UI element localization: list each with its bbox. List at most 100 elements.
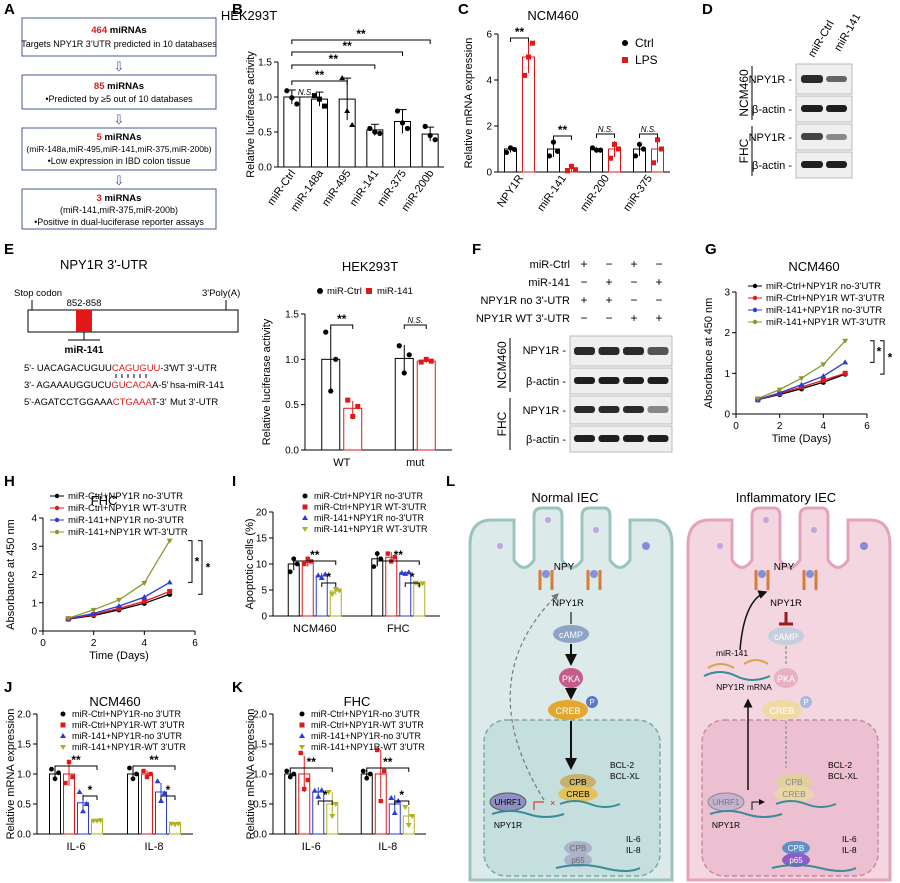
legend-marker	[302, 527, 308, 532]
blot-f-label-actin: β-actin -	[526, 376, 566, 388]
data-point	[392, 555, 397, 560]
creb-nuc-label-inflam: CREB	[782, 789, 806, 799]
significance-bracket	[291, 96, 320, 101]
x-tick-label: miR-200	[578, 173, 612, 214]
cpb-normal	[560, 774, 596, 790]
data-point	[158, 798, 164, 803]
f-sign: +	[630, 311, 637, 325]
data-point	[385, 551, 390, 556]
data-point	[427, 132, 433, 139]
x-tick-label: 4	[142, 638, 148, 649]
uhrf1-label-inflam: UHRF1	[713, 798, 740, 807]
bclxl-inflam: BCL-XL	[828, 771, 858, 781]
legend-label: miR-Ctrl+NPY1R-no 3'UTR	[311, 709, 420, 719]
significance-label: *	[410, 570, 415, 584]
npy1r-gene-inflam: NPY1R	[712, 820, 740, 830]
blot-f-band	[574, 377, 595, 384]
data-point	[323, 329, 329, 335]
data-point	[820, 377, 826, 383]
dna-inflam	[775, 800, 837, 808]
data-point	[322, 571, 329, 577]
flow-box-3-text-1: (miR-148a,miR-495,miR-141,miR-375,miR-20…	[26, 144, 211, 154]
significance-label: **	[515, 25, 525, 39]
data-point	[382, 768, 387, 774]
significance-bracket	[321, 582, 337, 587]
significance-bracket	[366, 767, 410, 772]
y-tick-label: 0	[261, 612, 267, 623]
blot-f-band	[647, 406, 669, 413]
blot-f-label-actin: β-actin -	[526, 434, 566, 446]
data-point	[550, 139, 557, 145]
x-tick-label: NPY1R	[495, 173, 526, 210]
significance-label: *	[877, 345, 882, 359]
western-blot-f: miR-Ctrl miR-141 NPY1R no 3'-UTR NPY1R W…	[476, 257, 673, 453]
data-point	[127, 765, 132, 771]
cpb-label-normal: CPB	[569, 777, 587, 787]
y-tick-label: 1.5	[253, 740, 267, 751]
blot-f-band	[598, 435, 620, 442]
legend-label: miR-Ctrl+NPY1R WT-3'UTR	[68, 503, 187, 514]
significance-bracket	[82, 795, 98, 800]
flow-box-4	[21, 188, 217, 230]
legend-marker	[366, 288, 372, 294]
data-point	[820, 373, 827, 379]
blot-f-band	[647, 435, 669, 442]
data-point	[154, 778, 161, 784]
flow-box-1	[21, 17, 217, 57]
x-tick-label: 2	[91, 638, 97, 649]
dna-inflam	[709, 810, 783, 818]
data-point	[399, 120, 406, 126]
legend-label: Ctrl	[635, 36, 654, 50]
data-point	[94, 818, 100, 824]
flow-arrow-1: ⇩	[114, 59, 125, 74]
data-point	[375, 747, 380, 753]
data-point	[597, 147, 604, 153]
x-axis-label: Time (Days)	[772, 433, 831, 445]
seq-mir-label: hsa-miR-141	[170, 380, 224, 391]
dna-normal	[491, 810, 565, 818]
data-point	[526, 54, 531, 60]
data-point	[432, 137, 438, 143]
flow-box-4-text-2: •Positive in dual-luciferase reporter as…	[34, 217, 204, 227]
flow-box-4-title: 3 miRNAs	[97, 193, 142, 204]
data-point	[294, 561, 300, 567]
f-sign: −	[655, 293, 662, 307]
y-axis-label: Apoptotic cells (%)	[244, 518, 256, 609]
significance-label: **	[356, 27, 366, 41]
data-point	[655, 137, 660, 143]
tss-inflam	[751, 799, 765, 810]
y-tick-label: 1.5	[258, 58, 272, 69]
y-tick-label: 3	[31, 542, 37, 553]
pka-label-normal: PKA	[562, 674, 580, 684]
receptor-normal-2	[586, 570, 602, 590]
blot-f-band	[623, 377, 644, 384]
f-sign-grid: + − + − − + − + + + − − − − + +	[580, 257, 662, 325]
significance-label: **	[315, 68, 325, 82]
data-point	[167, 588, 173, 594]
data-point	[350, 413, 356, 419]
creb-normal	[548, 700, 588, 720]
data-point	[56, 770, 61, 776]
data-point	[90, 610, 97, 616]
legend-label: miR-Ctrl+NPY1R-WT 3'UTR	[72, 720, 185, 730]
data-point	[325, 790, 332, 795]
legend-marker	[299, 733, 305, 738]
f-sign: −	[655, 257, 662, 271]
data-point	[394, 108, 401, 114]
legend-label: miR-141+NPY1R WT-3'UTR	[314, 524, 428, 534]
significance-bracket	[404, 582, 420, 587]
bar	[311, 98, 328, 168]
y-tick-label: 4	[31, 514, 37, 525]
flow-box-2	[21, 74, 217, 110]
data-point	[63, 780, 68, 786]
y-tick-label: 0.5	[17, 800, 31, 811]
f-sign: +	[630, 257, 637, 271]
legend-label: miR-Ctrl	[327, 286, 362, 297]
data-point	[318, 787, 325, 793]
data-point	[391, 810, 398, 815]
data-point	[573, 167, 578, 173]
x-tick-label: IL-6	[67, 841, 86, 853]
blot-d-band	[801, 105, 823, 112]
data-point	[372, 129, 378, 135]
data-point	[287, 774, 293, 780]
